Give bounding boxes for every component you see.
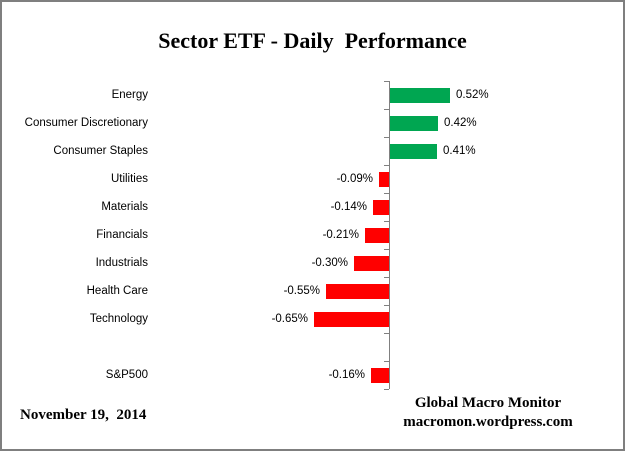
category-label-health-care: Health Care: [86, 285, 148, 297]
category-label-materials: Materials: [101, 201, 148, 213]
axis-tick: [384, 305, 389, 306]
value-label-financials: -0.21%: [322, 229, 359, 241]
chart-title: Sector ETF - Daily Performance: [158, 28, 467, 53]
bar-industrials: [354, 256, 389, 271]
category-label-financials: Financials: [96, 229, 148, 241]
value-label-energy: 0.52%: [456, 89, 489, 101]
axis-tick: [384, 333, 389, 334]
category-label-energy: Energy: [111, 89, 148, 101]
value-label-materials: -0.14%: [330, 201, 367, 213]
value-label-s-p500: -0.16%: [328, 369, 365, 381]
bar-energy: [390, 88, 450, 103]
category-label-technology: Technology: [89, 313, 148, 325]
axis-tick: [384, 277, 389, 278]
category-label-consumer-discretionary: Consumer Discretionary: [24, 117, 148, 129]
category-axis-line: [389, 81, 390, 389]
value-label-utilities: -0.09%: [336, 173, 373, 185]
category-label-consumer-staples: Consumer Staples: [53, 145, 148, 157]
credit-title: Global Macro Monitor: [414, 395, 562, 411]
value-label-consumer-discretionary: 0.42%: [444, 117, 477, 129]
bar-s-p500: [371, 368, 389, 383]
axis-tick: [384, 109, 389, 110]
value-label-consumer-staples: 0.41%: [443, 145, 476, 157]
bar-materials: [373, 200, 389, 215]
axis-tick: [384, 193, 389, 194]
category-label-industrials: Industrials: [95, 257, 148, 269]
value-label-technology: -0.65%: [271, 313, 308, 325]
axis-tick: [384, 81, 389, 82]
bar-consumer-staples: [390, 144, 437, 159]
value-label-health-care: -0.55%: [283, 285, 320, 297]
bar-health-care: [326, 284, 389, 299]
axis-tick: [384, 389, 389, 390]
credit-block: Global Macro Monitor macromon.wordpress.…: [390, 394, 586, 432]
date-label: November 19, 2014: [20, 407, 147, 423]
axis-tick: [384, 165, 389, 166]
category-label-s-p500: S&P500: [105, 369, 148, 381]
axis-tick: [384, 137, 389, 138]
bar-technology: [314, 312, 389, 327]
axis-tick: [384, 361, 389, 362]
bar-consumer-discretionary: [390, 116, 438, 131]
value-label-industrials: -0.30%: [311, 257, 348, 269]
category-label-utilities: Utilities: [110, 173, 148, 185]
credit-url: macromon.wordpress.com: [403, 414, 573, 430]
bar-financials: [365, 228, 389, 243]
axis-tick: [384, 221, 389, 222]
bar-utilities: [379, 172, 389, 187]
axis-tick: [384, 249, 389, 250]
